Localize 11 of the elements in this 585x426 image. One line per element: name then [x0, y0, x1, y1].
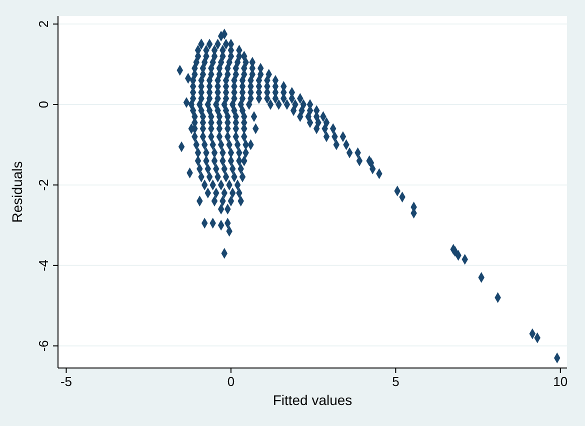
x-tick-label: 10: [553, 374, 568, 389]
x-tick-label: -5: [60, 374, 72, 389]
y-tick-label: -2: [36, 179, 51, 191]
x-axis-title: Fitted values: [272, 392, 352, 408]
y-axis-title: Residuals: [9, 161, 25, 223]
x-tick-label: 0: [227, 374, 235, 389]
y-tick-label: 2: [36, 20, 51, 28]
y-tick-label: -6: [36, 340, 51, 352]
y-tick-label: 0: [36, 100, 51, 108]
x-tick-label: 5: [392, 374, 400, 389]
y-tick-label: -4: [36, 260, 51, 272]
